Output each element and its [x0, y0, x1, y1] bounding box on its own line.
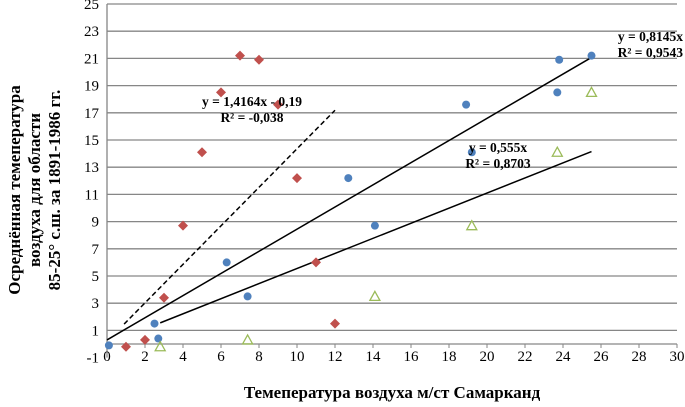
data-point-triangle — [368, 290, 382, 302]
data-point-diamond — [235, 50, 245, 61]
data-point-diamond — [330, 318, 340, 329]
x-tick-label: 28 — [632, 349, 647, 365]
red-trend-line — [123, 109, 336, 325]
data-point-circle — [555, 55, 564, 64]
blue-trend-line — [106, 56, 592, 341]
x-tick-label: 26 — [594, 349, 610, 365]
x-axis-title: Темепература воздуха м/ст Самарканд — [244, 383, 541, 402]
y-tick-label: -1 — [87, 351, 100, 367]
y-tick-label: 9 — [92, 215, 100, 231]
y-tick-label: 5 — [92, 269, 100, 285]
x-tick-label: 14 — [366, 349, 382, 365]
data-point-circle — [467, 148, 476, 157]
y-tick-label: 15 — [84, 133, 99, 149]
x-tick-label: 2 — [141, 349, 149, 365]
blue-trend-equation: y = 0,8145x — [618, 29, 683, 44]
data-point-diamond — [216, 87, 226, 98]
data-point-diamond — [178, 220, 188, 231]
red-trend-equation: y = 1,4164x - 0,19 — [202, 94, 302, 109]
blue-trend-r-squared: R² = 0,9543 — [618, 45, 684, 60]
y-tick-label: 19 — [84, 79, 99, 95]
data-point-circle — [462, 100, 471, 109]
data-point-triangle — [465, 219, 478, 231]
green-trend-equation: y = 0,555x — [469, 140, 528, 155]
data-point-circle — [150, 319, 159, 328]
x-tick-label: 30 — [670, 349, 685, 365]
x-tick-label: 24 — [556, 349, 572, 365]
y-tick-label: 11 — [85, 187, 99, 203]
data-point-triangle — [585, 86, 598, 98]
y-tick-label: 25 — [84, 0, 99, 13]
y-tick-label: 7 — [92, 242, 100, 258]
data-point-diamond — [254, 54, 264, 65]
y-tick-label: 3 — [92, 296, 100, 312]
red-trend-r-squared: R² = -0,038 — [220, 110, 283, 125]
x-tick-label: 4 — [179, 349, 187, 365]
data-point-circle — [243, 292, 252, 301]
data-point-diamond — [121, 341, 131, 352]
data-point-diamond — [140, 334, 150, 345]
x-tick-label: 16 — [404, 349, 420, 365]
y-tick-label: 13 — [84, 160, 99, 176]
x-tick-label: 20 — [480, 349, 495, 365]
y-tick-label: 21 — [84, 51, 99, 67]
x-tick-label: 10 — [290, 349, 305, 365]
y-axis-title-line: Осреднённая темепература — [5, 85, 24, 295]
data-point-triangle — [154, 340, 167, 352]
x-tick-label: 0 — [103, 349, 111, 365]
green-trend-r-squared: R² = 0,8703 — [465, 156, 531, 171]
data-point-triangle — [551, 145, 564, 157]
data-point-triangle — [241, 333, 254, 345]
x-tick-label: 22 — [518, 349, 533, 365]
green-trend-line — [159, 150, 592, 324]
x-tick-label: 8 — [255, 349, 263, 365]
data-point-circle — [104, 341, 113, 350]
data-point-circle — [553, 88, 562, 97]
data-point-diamond — [197, 147, 207, 158]
data-point-diamond — [311, 257, 321, 268]
data-point-diamond — [159, 292, 169, 303]
y-tick-label: 17 — [84, 106, 100, 122]
x-tick-label: 6 — [217, 349, 225, 365]
data-point-circle — [154, 334, 163, 343]
y-tick-label: 23 — [84, 24, 99, 40]
x-tick-label: 12 — [328, 349, 343, 365]
y-axis-title-line: воздуха для области — [25, 113, 44, 267]
y-tick-label: 1 — [92, 323, 100, 339]
data-point-circle — [370, 221, 379, 230]
data-point-circle — [222, 258, 231, 267]
data-point-diamond — [292, 173, 302, 184]
y-axis-title-line: 85-25° с.ш. за 1891-1986 гг. — [45, 90, 64, 291]
data-point-circle — [344, 174, 353, 183]
data-point-circle — [587, 51, 596, 60]
data-point-diamond — [273, 99, 283, 110]
x-tick-label: 18 — [442, 349, 457, 365]
